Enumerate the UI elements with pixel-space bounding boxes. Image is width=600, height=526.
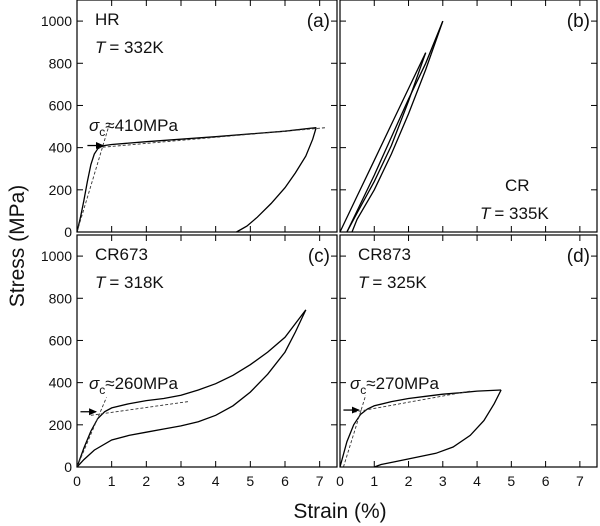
panel-b: (b) CR T = 335K	[339, 0, 598, 233]
y-tick-label: 400	[49, 375, 73, 391]
panel-c-sample-label: CR673	[95, 245, 148, 264]
panel-c-ticks: 0 1 2 3 4 5 6 7 0 200 400 600 800 1000	[41, 235, 337, 489]
panel-a-temperature-label: T = 332K	[95, 38, 164, 57]
x-tick-label: 1	[370, 473, 378, 489]
panel-d-temperature-label: T = 325K	[358, 273, 427, 292]
x-tick-label: 5	[507, 473, 515, 489]
onset-dashed-line	[342, 395, 367, 468]
panel-b-temperature-value: = 335K	[494, 204, 549, 223]
panel-c-letter: (c)	[308, 246, 330, 267]
onset-dashed-line	[90, 401, 188, 416]
x-tick-label: 3	[439, 473, 447, 489]
panel-d-ticks: 0 1 2 3 4 5 6 7	[336, 235, 597, 489]
panel-b-temperature-label: T = 335K	[480, 204, 549, 223]
x-tick-label: 4	[473, 473, 481, 489]
x-tick-label: 7	[316, 473, 324, 489]
panel-c-temperature-label: T = 318K	[95, 273, 164, 292]
x-tick-label: 1	[108, 473, 116, 489]
unloading-curve	[236, 127, 317, 233]
y-tick-label: 400	[49, 140, 73, 156]
panel-a-frame	[76, 0, 338, 233]
panel-a-sample-label: HR	[95, 10, 120, 29]
panel-b-ticks	[339, 0, 597, 233]
onset-dashed-line	[353, 390, 471, 413]
unloading-curve	[374, 389, 502, 468]
x-tick-label: 3	[177, 473, 185, 489]
panel-a-ticks: 0 200 400 600 800 1000	[41, 0, 337, 240]
panel-c-frame	[76, 234, 338, 468]
panel-a-temperature-value: = 332K	[109, 38, 164, 57]
panel-d-sample-label: CR873	[358, 245, 411, 264]
y-tick-label: 800	[49, 55, 73, 71]
x-tick-label: 2	[142, 473, 150, 489]
y-tick-label: 0	[64, 459, 72, 475]
panel-a-curves	[76, 122, 327, 233]
y-tick-label: 600	[49, 332, 73, 348]
y-tick-label: 200	[49, 182, 73, 198]
loading-curve	[76, 126, 317, 233]
y-tick-label: 0	[64, 224, 72, 240]
y-tick-label: 1000	[41, 248, 72, 264]
panel-a-critical-stress-label: σc≈410MPa	[89, 116, 178, 139]
x-tick-label: 2	[405, 473, 413, 489]
x-tick-label: 6	[542, 473, 550, 489]
y-tick-label: 1000	[41, 13, 72, 29]
loading-curve	[76, 309, 307, 468]
loop-2-loading-curve	[346, 20, 444, 233]
x-tick-label: 0	[73, 473, 81, 489]
panel-d-letter: (d)	[567, 246, 590, 267]
x-tick-label: 6	[281, 473, 289, 489]
y-tick-label: 800	[49, 290, 73, 306]
panel-a-letter: (a)	[307, 11, 330, 32]
panel-b-frame	[339, 0, 598, 233]
y-tick-label: 200	[49, 417, 73, 433]
onset-dashed-line	[76, 397, 107, 468]
x-tick-label: 7	[576, 473, 584, 489]
panel-a: 0 200 400 600 800 1000 HR T = 332K (a) σc≈410M…	[41, 0, 338, 240]
x-tick-label: 0	[336, 473, 344, 489]
unloading-curve	[76, 309, 307, 468]
panel-b-sample-label: CR	[505, 176, 530, 195]
panel-b-curves	[339, 20, 444, 233]
panel-d: 0 1 2 3 4 5 6 7 CR873 T = 325K (d) σc≈270MPa	[336, 234, 598, 489]
panel-b-letter: (b)	[567, 11, 590, 32]
x-tick-label: 5	[246, 473, 254, 489]
panel-d-curves	[339, 389, 502, 468]
onset-dashed-line	[76, 122, 111, 233]
loop-1-unloading-curve	[346, 52, 427, 233]
loop-2-unloading-curve	[351, 20, 444, 233]
x-axis-title: Strain (%)	[293, 500, 386, 523]
onset-dashed-line	[97, 127, 327, 149]
y-tick-label: 600	[49, 97, 73, 113]
loop-1-loading-curve	[339, 52, 427, 233]
panel-d-critical-stress-label: σc≈270MPa	[350, 374, 439, 397]
panel-c-temperature-value: = 318K	[109, 273, 164, 292]
panel-d-temperature-value: = 325K	[372, 273, 427, 292]
panel-c-critical-stress-label: σc≈260MPa	[89, 374, 178, 397]
panel-d-frame	[339, 234, 598, 468]
y-axis-title: Stress (MPa)	[6, 185, 29, 308]
x-tick-label: 4	[212, 473, 220, 489]
panel-c-curves	[76, 309, 307, 468]
